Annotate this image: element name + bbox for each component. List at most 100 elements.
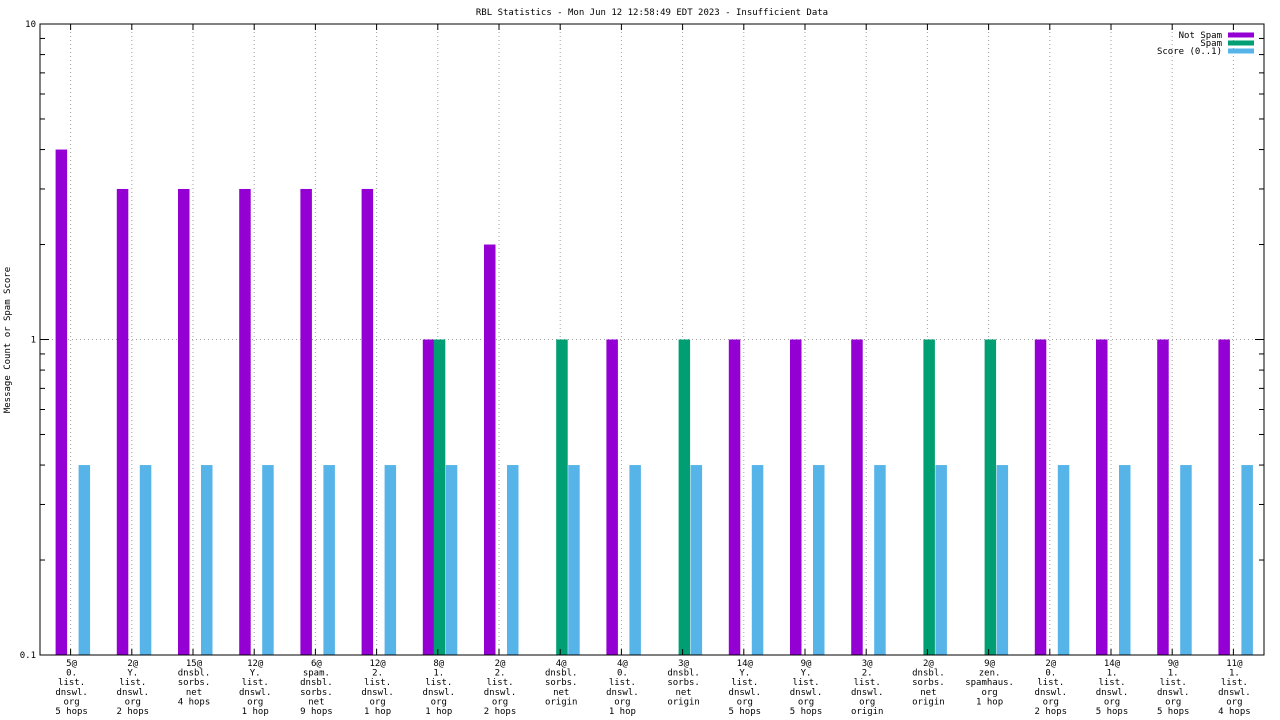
x-category-label: dnswl. xyxy=(729,688,762,698)
x-category-label: 1 hop xyxy=(425,707,452,717)
x-category-label: dnsbl. xyxy=(545,669,578,679)
x-category-label: dnswl. xyxy=(606,688,639,698)
grid-lines xyxy=(40,23,1264,656)
bar-spam xyxy=(984,339,997,655)
x-category-label: dnsbl. xyxy=(912,669,945,679)
x-category-label: net xyxy=(675,688,691,698)
x-category-label: 5 hops xyxy=(729,707,762,717)
legend-label: Spam xyxy=(1200,39,1222,49)
x-category-label: 0. xyxy=(617,669,628,679)
x-category-label: spamhaus. xyxy=(965,678,1014,688)
x-category-label: list. xyxy=(425,678,452,688)
x-category-label: Y. xyxy=(801,669,812,679)
x-category-label: 8@ xyxy=(433,659,444,669)
x-category-label: 11@ xyxy=(1226,659,1243,669)
legend-swatch xyxy=(1228,32,1254,38)
bar-score-0-1 xyxy=(262,465,274,655)
x-category-label: list. xyxy=(119,678,146,688)
bar-score-0-1 xyxy=(445,465,458,655)
x-category-label: 5 hops xyxy=(1096,707,1129,717)
x-category-label: org xyxy=(431,697,447,707)
x-category-label: Y. xyxy=(739,669,750,679)
x-category-label: org xyxy=(125,697,141,707)
bar-not-spam xyxy=(1096,339,1108,655)
bar-score-0-1 xyxy=(1119,465,1131,655)
x-category-label: net xyxy=(186,688,202,698)
x-category-label: dnswl. xyxy=(1218,688,1251,698)
x-category-label: dnswl. xyxy=(1096,688,1129,698)
x-category-label: list. xyxy=(854,678,881,688)
x-category-label: dnswl. xyxy=(239,688,272,698)
x-category-label: 9@ xyxy=(984,659,995,669)
x-category-label: 9@ xyxy=(801,659,812,669)
plot-border xyxy=(39,23,1265,656)
bar-not-spam xyxy=(1218,339,1230,655)
x-category-label: 1. xyxy=(1168,669,1179,679)
x-category-label: sorbs. xyxy=(912,678,945,688)
x-category-label: 4 hops xyxy=(1218,707,1251,717)
x-category-label: 4@ xyxy=(556,659,567,669)
bar-not-spam xyxy=(1157,339,1169,655)
x-category-label: 0. xyxy=(66,669,77,679)
bar-not-spam xyxy=(300,188,312,655)
x-category-label: dnswl. xyxy=(1157,688,1190,698)
x-category-label: 9 hops xyxy=(300,707,333,717)
x-category-label: dnsbl. xyxy=(667,669,700,679)
x-category-label: sorbs. xyxy=(667,678,700,688)
x-category-label: dnswl. xyxy=(790,688,823,698)
bar-score-0-1 xyxy=(996,465,1009,655)
x-category-label: org xyxy=(798,697,814,707)
bar-score-0-1 xyxy=(690,465,703,655)
x-category-label: 2@ xyxy=(495,659,506,669)
x-category-label: list. xyxy=(1160,678,1187,688)
bar-not-spam xyxy=(484,244,496,656)
x-category-label: 14@ xyxy=(1104,659,1121,669)
bar-spam xyxy=(923,339,935,655)
y-axis-label: Message Count or Spam Score xyxy=(3,267,13,413)
x-category-label: org xyxy=(737,697,753,707)
x-category-label: org xyxy=(247,697,263,707)
x-category-label: 5@ xyxy=(66,659,77,669)
bar-score-0-1 xyxy=(1241,465,1253,655)
bar-not-spam xyxy=(851,339,863,655)
x-category-label: 2 hops xyxy=(117,707,150,717)
bar-not-spam xyxy=(239,188,251,655)
bar-score-0-1 xyxy=(935,465,947,655)
x-category-label: 1. xyxy=(1229,669,1240,679)
bar-not-spam xyxy=(55,149,68,655)
x-category-label: origin xyxy=(545,697,578,707)
bar-score-0-1 xyxy=(874,465,886,655)
x-category-label: org xyxy=(614,697,630,707)
bar-score-0-1 xyxy=(751,465,764,655)
x-category-label: org xyxy=(1226,697,1242,707)
legend-swatch xyxy=(1228,48,1254,54)
bar-score-0-1 xyxy=(384,465,397,655)
bar-not-spam xyxy=(606,339,618,655)
x-category-label: org xyxy=(1043,697,1059,707)
bar-not-spam xyxy=(361,188,374,655)
x-category-label: org xyxy=(981,688,997,698)
x-category-label: dnsbl. xyxy=(178,669,211,679)
x-category-label: list. xyxy=(1037,678,1064,688)
x-category-label: spam. xyxy=(303,669,330,679)
x-category-label: 5 hops xyxy=(1157,707,1190,717)
x-category-label: dnswl. xyxy=(117,688,150,698)
x-category-label: net xyxy=(553,688,569,698)
x-category-label: list. xyxy=(792,678,819,688)
x-category-label: org xyxy=(1104,697,1120,707)
x-category-label: 12@ xyxy=(369,659,386,669)
bar-not-spam xyxy=(422,339,435,655)
x-category-label: net xyxy=(308,697,324,707)
x-category-label: dnswl. xyxy=(423,688,456,698)
x-category-label: 1 hop xyxy=(976,697,1003,707)
x-category-label: dnswl. xyxy=(361,688,394,698)
bar-spam xyxy=(433,339,446,655)
bar-not-spam xyxy=(178,188,190,655)
x-category-label: list. xyxy=(364,678,391,688)
x-category-label: 3@ xyxy=(862,659,873,669)
x-category-label: sorbs. xyxy=(545,678,578,688)
x-category-label: zen. xyxy=(979,669,1001,679)
bar-not-spam xyxy=(1034,339,1047,655)
bar-score-0-1 xyxy=(1057,465,1070,655)
